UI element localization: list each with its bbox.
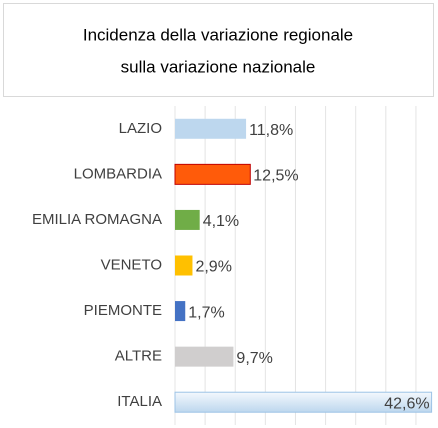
bar bbox=[174, 391, 433, 413]
bar bbox=[175, 301, 186, 322]
title-box bbox=[3, 3, 434, 97]
bar bbox=[175, 118, 247, 139]
value-label: 12,5% bbox=[253, 168, 298, 185]
value-label: 1,7% bbox=[188, 304, 224, 321]
chart-title: Incidenza della variazione regionale bbox=[83, 25, 353, 44]
chart-title: sulla variazione nazionale bbox=[121, 57, 316, 76]
bar bbox=[175, 209, 200, 230]
category-label: LOMBARDIA bbox=[74, 165, 162, 182]
category-label: ALTRE bbox=[115, 348, 162, 365]
category-label: EMILIA ROMAGNA bbox=[32, 211, 162, 228]
category-label: ITALIA bbox=[117, 393, 162, 410]
value-label: 9,7% bbox=[236, 350, 272, 367]
value-label: 2,9% bbox=[195, 259, 231, 276]
category-label: VENETO bbox=[101, 256, 162, 273]
bar bbox=[175, 255, 193, 276]
bar bbox=[174, 163, 251, 185]
category-label: LAZIO bbox=[119, 120, 162, 137]
category-label: PIEMONTE bbox=[84, 302, 162, 319]
value-label: 11,8% bbox=[249, 122, 293, 139]
value-label: 4,1% bbox=[203, 213, 239, 230]
bar bbox=[175, 346, 234, 367]
value-label: 42,6% bbox=[384, 395, 429, 412]
